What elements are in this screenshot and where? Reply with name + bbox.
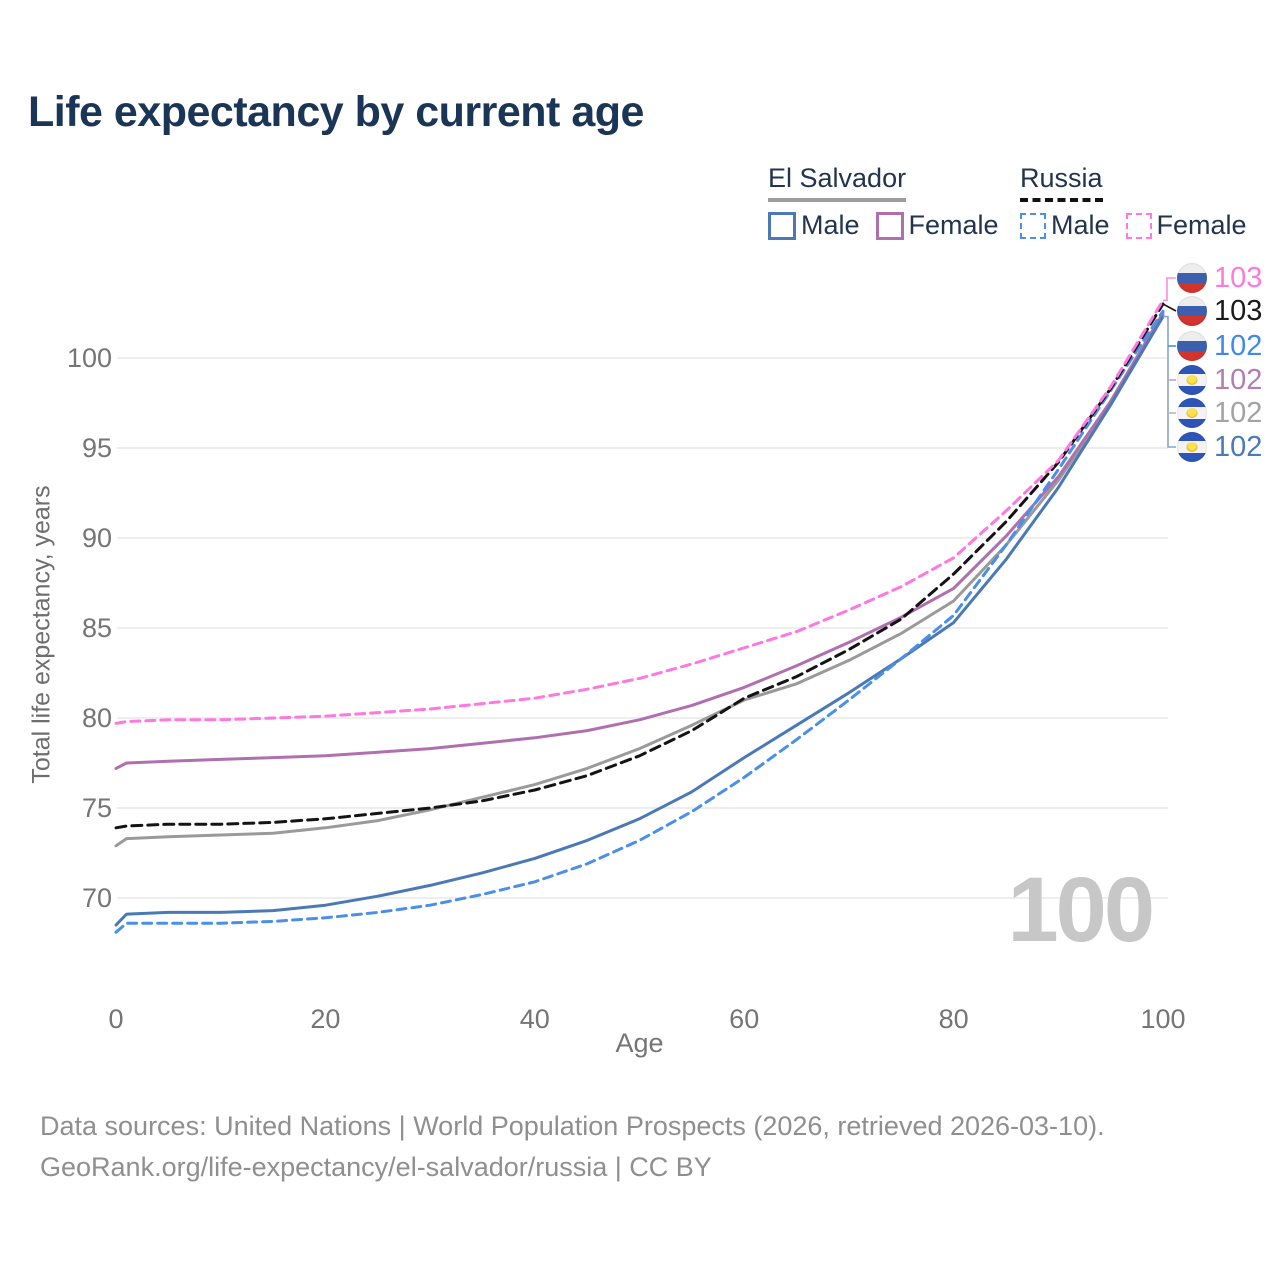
- legend-item-es-female: Female: [875, 210, 999, 241]
- legend-label: Female: [1156, 210, 1247, 240]
- legend-item-es-male: Male: [768, 210, 860, 241]
- end-label-connector: [1163, 315, 1176, 448]
- coat-of-arms-icon: [1186, 442, 1198, 452]
- series-line-ru-male: [114, 309, 1165, 934]
- end-label-row: 103: [1177, 295, 1262, 327]
- es-female-swatch-icon: [875, 211, 904, 240]
- y-tick-label: 100: [67, 343, 112, 373]
- legend-label: Male: [801, 210, 860, 240]
- end-label-value: 102: [1214, 431, 1263, 463]
- y-tick-label: 95: [82, 433, 112, 463]
- x-tick-label: 60: [729, 1004, 759, 1034]
- series-line-ru-female: [114, 298, 1165, 725]
- legend-item-ru-female: Female: [1125, 210, 1247, 241]
- end-label-value: 102: [1214, 397, 1263, 429]
- coat-of-arms-icon: [1186, 375, 1198, 385]
- flag-el-salvador-icon: [1177, 398, 1207, 428]
- legend-label: Male: [1051, 210, 1110, 240]
- series-line-ru-total: [114, 302, 1165, 830]
- end-label-row: 102: [1177, 364, 1262, 396]
- end-label-value: 102: [1214, 330, 1263, 362]
- series-line-es-female: [114, 311, 1165, 770]
- x-axis-title: Age: [615, 1028, 664, 1058]
- series-line-es-male: [114, 315, 1165, 927]
- footer-sources: Data sources: United Nations | World Pop…: [40, 1111, 1105, 1141]
- x-tick-label: 40: [520, 1004, 550, 1034]
- series-line-es-total: [114, 313, 1165, 848]
- age-watermark: 100: [1007, 859, 1156, 961]
- x-tick-label: 100: [1140, 1004, 1185, 1034]
- end-label-value: 102: [1214, 364, 1263, 396]
- y-tick-label: 75: [82, 793, 112, 823]
- legend-items-el-salvador: Male Female: [768, 210, 999, 241]
- legend-item-ru-male: Male: [1020, 210, 1110, 241]
- footer: Data sources: United Nations | World Pop…: [40, 1106, 1105, 1188]
- x-tick-label: 0: [108, 1004, 123, 1034]
- legend-label: Female: [908, 210, 999, 240]
- x-tick-label: 80: [939, 1004, 969, 1034]
- end-label-value: 103: [1214, 295, 1263, 327]
- page-title: Life expectancy by current age: [28, 88, 644, 136]
- flag-el-salvador-icon: [1177, 365, 1207, 395]
- es-male-swatch-icon: [768, 211, 796, 240]
- legend-header-el-salvador: El Salvador: [768, 163, 907, 202]
- legend-group-russia: Russia Male Female: [1020, 163, 1247, 241]
- y-tick-label: 85: [82, 613, 112, 643]
- flag-russia-icon: [1177, 331, 1207, 361]
- end-label-connector: [1162, 303, 1177, 312]
- ru-female-swatch-icon: [1125, 212, 1152, 239]
- legend-group-el-salvador: El Salvador Male Female: [768, 163, 999, 241]
- coat-of-arms-icon: [1186, 408, 1198, 418]
- end-label-row: 102: [1177, 397, 1262, 429]
- footer-attribution: GeoRank.org/life-expectancy/el-salvador/…: [40, 1152, 712, 1182]
- y-tick-label: 80: [82, 703, 112, 733]
- end-label-row: 102: [1177, 431, 1262, 463]
- flag-russia-icon: [1177, 296, 1207, 326]
- end-label-value: 103: [1214, 262, 1263, 294]
- y-tick-label: 90: [82, 523, 112, 553]
- y-axis-title: Total life expectancy, years: [27, 485, 56, 784]
- y-tick-label: 70: [82, 883, 112, 913]
- end-label-row: 103: [1177, 262, 1262, 294]
- legend-header-russia: Russia: [1020, 163, 1103, 202]
- flag-russia-icon: [1177, 263, 1207, 293]
- legend-items-russia: Male Female: [1020, 210, 1247, 241]
- x-tick-label: 20: [310, 1004, 340, 1034]
- end-label-connector: [1163, 277, 1176, 302]
- end-label-row: 102: [1177, 330, 1262, 362]
- flag-el-salvador-icon: [1177, 432, 1207, 462]
- ru-male-swatch-icon: [1020, 212, 1046, 239]
